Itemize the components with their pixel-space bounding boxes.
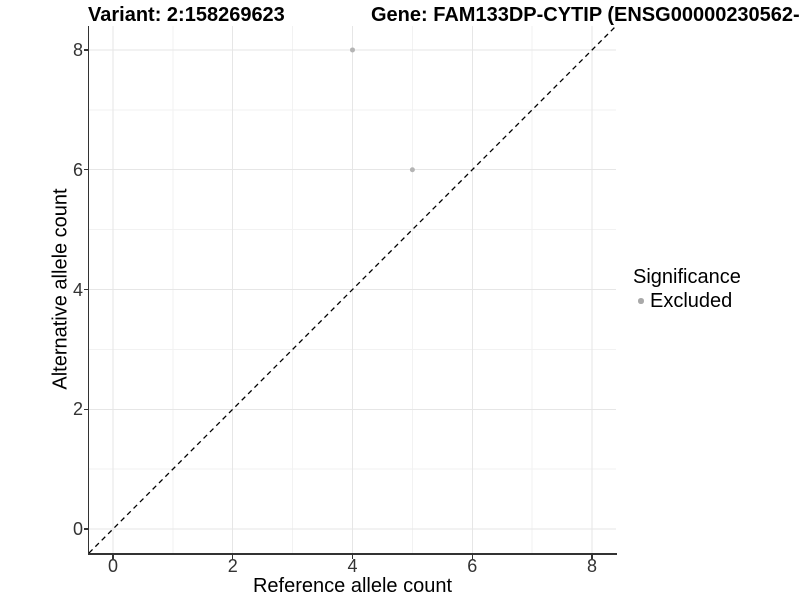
y-tick-mark [84,408,88,411]
x-tick-label: 2 [227,556,238,576]
x-tick-label: 0 [107,556,118,576]
x-tick-label: 8 [587,556,598,576]
x-tick-mark [591,554,593,559]
plot-title-variant: Variant: 2:158269623 [88,4,285,26]
legend-items: Excluded [633,289,741,313]
x-tick-mark [351,554,354,559]
plot-canvas [89,26,616,553]
x-axis-line [87,553,617,555]
y-tick-mark [84,168,88,171]
y-tick-mark [84,288,88,291]
y-tick-label: 4 [72,279,83,300]
plot-title-gene: Gene: FAM133DP-CYTIP (ENSG00000230562- [371,4,800,26]
y-tick-label: 2 [72,399,83,420]
y-axis-line [87,26,89,555]
legend-point-icon [638,298,644,304]
y-axis-title: Alternative allele count [49,188,72,390]
x-tick-mark [231,554,234,559]
identity-dashed-line [89,26,616,553]
y-tick-label: 8 [72,39,83,60]
y-tick-label: 6 [72,159,83,180]
x-tick-mark [112,554,114,559]
data-point [350,47,355,53]
plot-panel [89,26,616,553]
x-axis-title: Reference allele count [252,575,452,597]
x-tick-mark [471,554,474,559]
legend: Significance Excluded [633,265,741,313]
legend-item-label: Excluded [650,289,733,312]
legend-key [633,293,649,309]
legend-title: Significance [633,266,741,288]
y-tick-label: 0 [72,519,83,540]
y-tick-mark [84,49,88,51]
x-tick-label: 4 [347,556,358,576]
data-point [409,167,415,173]
legend-item: Excluded [633,289,741,313]
y-tick-mark [84,528,88,530]
x-tick-label: 6 [467,556,478,576]
